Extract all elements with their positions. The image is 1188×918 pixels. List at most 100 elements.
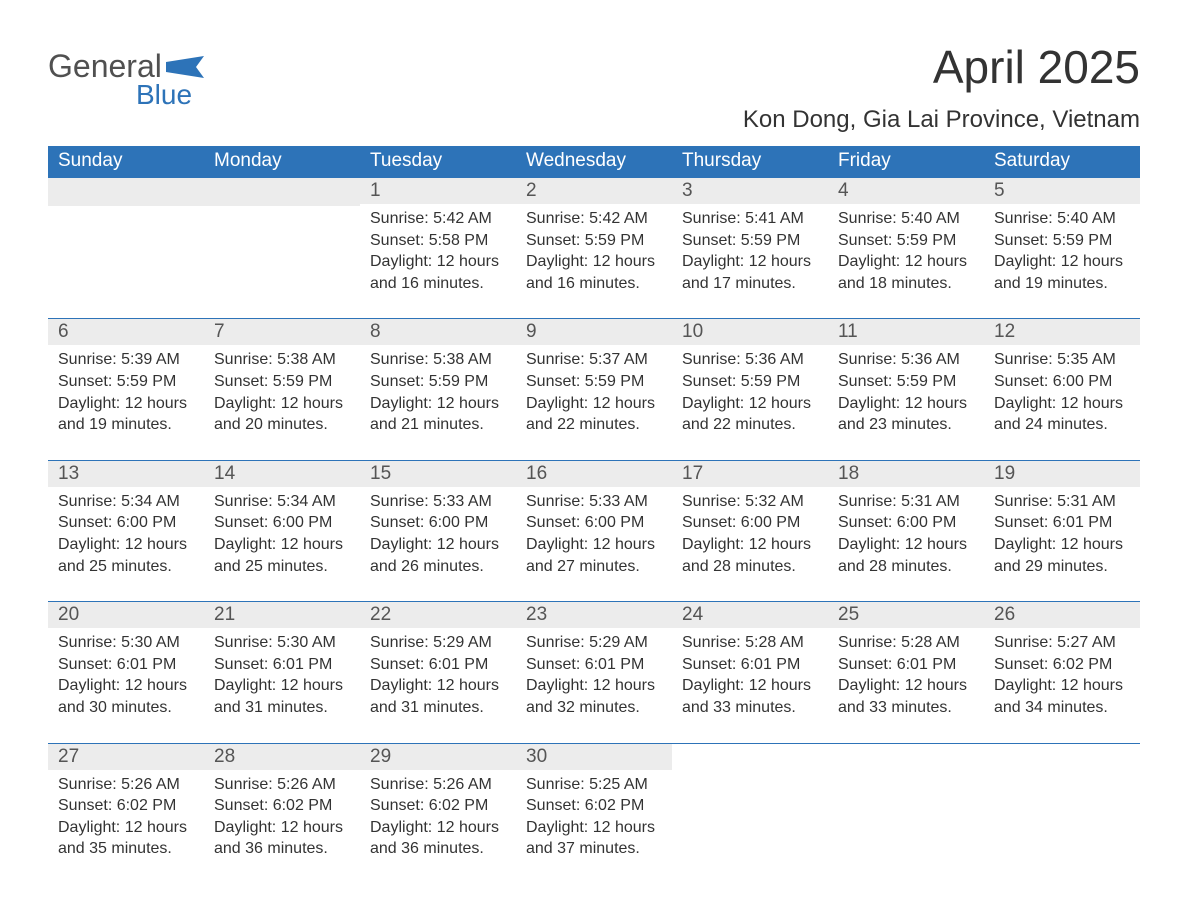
sunset-text: Sunset: 6:02 PM — [214, 795, 350, 817]
sunset-text: Sunset: 6:01 PM — [838, 654, 974, 676]
calendar-cell: 18Sunrise: 5:31 AMSunset: 6:00 PMDayligh… — [828, 460, 984, 601]
calendar-cell: 28Sunrise: 5:26 AMSunset: 6:02 PMDayligh… — [204, 743, 360, 884]
daylight-text-line1: Daylight: 12 hours — [994, 675, 1130, 697]
day-details: Sunrise: 5:39 AMSunset: 5:59 PMDaylight:… — [48, 345, 204, 459]
sunrise-text: Sunrise: 5:28 AM — [682, 632, 818, 654]
daylight-text-line2: and 32 minutes. — [526, 697, 662, 719]
day-number: 30 — [516, 744, 672, 770]
sunrise-text: Sunrise: 5:39 AM — [58, 349, 194, 371]
day-number: 6 — [48, 319, 204, 345]
daylight-text-line1: Daylight: 12 hours — [526, 675, 662, 697]
calendar-week-row: 27Sunrise: 5:26 AMSunset: 6:02 PMDayligh… — [48, 743, 1140, 884]
location-subtitle: Kon Dong, Gia Lai Province, Vietnam — [743, 106, 1140, 134]
day-number: 2 — [516, 178, 672, 204]
weekday-header: Monday — [204, 146, 360, 177]
daylight-text-line1: Daylight: 12 hours — [994, 534, 1130, 556]
sunset-text: Sunset: 5:59 PM — [838, 371, 974, 393]
day-number: 22 — [360, 602, 516, 628]
sunset-text: Sunset: 6:00 PM — [370, 512, 506, 534]
daylight-text-line2: and 19 minutes. — [994, 273, 1130, 295]
calendar-cell: 29Sunrise: 5:26 AMSunset: 6:02 PMDayligh… — [360, 743, 516, 884]
calendar-cell — [828, 743, 984, 884]
calendar-table: SundayMondayTuesdayWednesdayThursdayFrid… — [48, 146, 1140, 884]
month-title: April 2025 — [743, 40, 1140, 94]
daylight-text-line2: and 28 minutes. — [838, 556, 974, 578]
day-details: Sunrise: 5:36 AMSunset: 5:59 PMDaylight:… — [828, 345, 984, 459]
sunrise-text: Sunrise: 5:29 AM — [526, 632, 662, 654]
daylight-text-line2: and 31 minutes. — [214, 697, 350, 719]
daylight-text-line2: and 36 minutes. — [370, 838, 506, 860]
sunrise-text: Sunrise: 5:40 AM — [994, 208, 1130, 230]
day-details: Sunrise: 5:38 AMSunset: 5:59 PMDaylight:… — [204, 345, 360, 459]
sunset-text: Sunset: 5:59 PM — [682, 371, 818, 393]
sunset-text: Sunset: 6:01 PM — [994, 512, 1130, 534]
sunrise-text: Sunrise: 5:35 AM — [994, 349, 1130, 371]
sunset-text: Sunset: 5:59 PM — [526, 371, 662, 393]
calendar-body: 1 Sunrise: 5:42 AMSunset: 5:58 PM Daylight… — [48, 177, 1140, 884]
day-number: 12 — [984, 319, 1140, 345]
sunset-text: Sunset: 5:58 PM — [370, 230, 506, 252]
daylight-text-line2: and 17 minutes. — [682, 273, 818, 295]
calendar-cell: 22Sunrise: 5:29 AMSunset: 6:01 PMDayligh… — [360, 602, 516, 743]
day-number: 25 — [828, 602, 984, 628]
day-number: 23 — [516, 602, 672, 628]
day-details: Sunrise: 5:31 AMSunset: 6:00 PMDaylight:… — [828, 487, 984, 601]
day-number: 4 — [828, 178, 984, 204]
sunrise-text: Sunrise: 5:42 AM — [370, 208, 506, 230]
weekday-header: Saturday — [984, 146, 1140, 177]
day-number: 11 — [828, 319, 984, 345]
day-details: Sunrise: 5:33 AMSunset: 6:00 PMDaylight:… — [516, 487, 672, 601]
daylight-text-line1: Daylight: 12 hours — [682, 675, 818, 697]
day-details: Sunrise: 5:35 AMSunset: 6:00 PMDaylight:… — [984, 345, 1140, 459]
calendar-cell: 11Sunrise: 5:36 AMSunset: 5:59 PMDayligh… — [828, 319, 984, 460]
weekday-header: Sunday — [48, 146, 204, 177]
calendar-cell — [48, 177, 204, 319]
day-number: 1 — [360, 178, 516, 204]
daylight-text-line2: and 23 minutes. — [838, 414, 974, 436]
calendar-cell: 13Sunrise: 5:34 AMSunset: 6:00 PMDayligh… — [48, 460, 204, 601]
daylight-text-line1: Daylight: 12 hours — [994, 393, 1130, 415]
sunrise-text: Sunrise: 5:40 AM — [838, 208, 974, 230]
day-number: 14 — [204, 461, 360, 487]
daylight-text-line2: and 30 minutes. — [58, 697, 194, 719]
calendar-cell: 16Sunrise: 5:33 AMSunset: 6:00 PMDayligh… — [516, 460, 672, 601]
calendar-cell — [204, 177, 360, 319]
daylight-text-line2: and 21 minutes. — [370, 414, 506, 436]
calendar-cell: 25Sunrise: 5:28 AMSunset: 6:01 PMDayligh… — [828, 602, 984, 743]
daylight-text-line2: and 36 minutes. — [214, 838, 350, 860]
day-details: Sunrise: 5:25 AMSunset: 6:02 PMDaylight:… — [516, 770, 672, 884]
daylight-text-line1: Daylight: 12 hours — [526, 534, 662, 556]
day-number: 8 — [360, 319, 516, 345]
sunset-text: Sunset: 6:01 PM — [526, 654, 662, 676]
calendar-cell: 14Sunrise: 5:34 AMSunset: 6:00 PMDayligh… — [204, 460, 360, 601]
daylight-text-line1: Daylight: 12 hours — [526, 393, 662, 415]
sunset-text: Sunset: 6:02 PM — [994, 654, 1130, 676]
daylight-text-line2: and 34 minutes. — [994, 697, 1130, 719]
day-number: 26 — [984, 602, 1140, 628]
daylight-text-line2: and 33 minutes. — [682, 697, 818, 719]
day-number: 17 — [672, 461, 828, 487]
daylight-text-line1: Daylight: 12 hours — [370, 817, 506, 839]
day-details: Sunrise: 5:38 AMSunset: 5:59 PMDaylight:… — [360, 345, 516, 459]
sunrise-text: Sunrise: 5:36 AM — [838, 349, 974, 371]
empty-daynum — [204, 178, 360, 206]
day-details: Sunrise: 5:37 AMSunset: 5:59 PMDaylight:… — [516, 345, 672, 459]
daylight-text-line2: and 35 minutes. — [58, 838, 194, 860]
calendar-cell: 2Sunrise: 5:42 AMSunset: 5:59 PMDaylight… — [516, 177, 672, 319]
day-details: Sunrise: 5:26 AMSunset: 6:02 PMDaylight:… — [48, 770, 204, 884]
empty-daynum — [48, 178, 204, 206]
daylight-text-line1: Daylight: 12 hours — [370, 393, 506, 415]
calendar-cell: 4Sunrise: 5:40 AMSunset: 5:59 PMDaylight… — [828, 177, 984, 319]
sunset-text: Sunset: 5:59 PM — [838, 230, 974, 252]
daylight-text-line2: and 31 minutes. — [370, 697, 506, 719]
day-details: Sunrise: 5:26 AMSunset: 6:02 PMDaylight:… — [360, 770, 516, 884]
day-details: Sunrise: 5:27 AMSunset: 6:02 PMDaylight:… — [984, 628, 1140, 742]
sunset-text: Sunset: 6:00 PM — [526, 512, 662, 534]
calendar-cell: 8Sunrise: 5:38 AMSunset: 5:59 PMDaylight… — [360, 319, 516, 460]
day-details: Sunrise: 5:40 AMSunset: 5:59 PMDaylight:… — [984, 204, 1140, 318]
sunset-text: Sunset: 6:00 PM — [838, 512, 974, 534]
calendar-cell — [984, 743, 1140, 884]
calendar-cell: 6Sunrise: 5:39 AMSunset: 5:59 PMDaylight… — [48, 319, 204, 460]
calendar-cell: 23 Sunrise: 5:29 AMSunset: 6:01 PMDayligh… — [516, 602, 672, 743]
daylight-text-line2: and 27 minutes. — [526, 556, 662, 578]
